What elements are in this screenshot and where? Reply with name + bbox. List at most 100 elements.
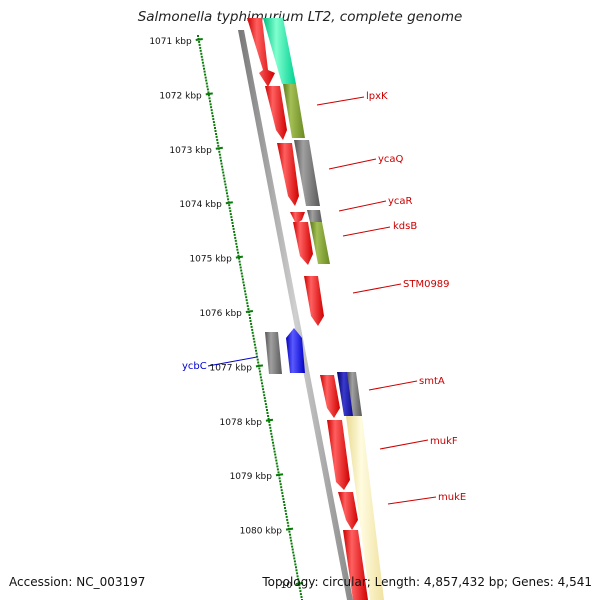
ruler-dot bbox=[241, 278, 244, 281]
ruler-dot bbox=[285, 512, 288, 515]
ruler-dot bbox=[239, 266, 242, 269]
ruler-dot bbox=[292, 551, 295, 554]
ruler-dot bbox=[209, 100, 211, 103]
ruler-dot bbox=[229, 210, 232, 213]
gene-label-ycbC[interactable]: ycbC bbox=[182, 361, 207, 372]
ruler-dot bbox=[261, 382, 263, 385]
gene-arrow[interactable] bbox=[290, 212, 305, 224]
ruler-tick bbox=[215, 146, 223, 150]
ruler-label: 1071 kbp bbox=[149, 37, 192, 47]
ruler-dot bbox=[218, 150, 221, 153]
ruler-dot bbox=[207, 91, 210, 94]
ruler-dot bbox=[257, 361, 260, 364]
ruler-dot bbox=[234, 236, 237, 239]
gene-arrow[interactable] bbox=[247, 18, 275, 87]
ruler-dot bbox=[283, 504, 286, 506]
ruler-dot bbox=[271, 438, 274, 441]
ruler-dot bbox=[225, 189, 228, 192]
ruler-dot bbox=[210, 109, 213, 112]
gene-label-STM0989[interactable]: STM0989 bbox=[403, 279, 450, 290]
ruler-dot bbox=[212, 121, 215, 124]
ruler-dot bbox=[296, 572, 299, 575]
ruler-dot bbox=[199, 49, 202, 52]
ruler-dot bbox=[245, 299, 248, 302]
gene-arrow[interactable] bbox=[338, 492, 358, 530]
ruler-dot bbox=[248, 314, 251, 316]
gene-label-ycaQ[interactable]: ycaQ bbox=[378, 154, 404, 165]
ruler-dot bbox=[201, 61, 204, 64]
gene-label-mukE[interactable]: mukE bbox=[438, 492, 466, 503]
ruler-dot bbox=[222, 171, 225, 174]
ruler-dot bbox=[228, 204, 231, 207]
ruler-dot bbox=[218, 153, 221, 156]
ruler-dot bbox=[259, 373, 262, 376]
ruler-dot bbox=[246, 302, 249, 305]
ruler-dot bbox=[200, 52, 203, 55]
ruler-dot bbox=[205, 82, 208, 85]
cog-track-reverse bbox=[263, 18, 384, 600]
cog-block bbox=[347, 372, 362, 416]
gene-arrow[interactable] bbox=[277, 143, 299, 206]
ruler-dot bbox=[211, 115, 214, 118]
gene-label-ycaR[interactable]: ycaR bbox=[388, 196, 413, 207]
ruler-tick bbox=[205, 92, 213, 96]
ruler-dot bbox=[243, 287, 246, 290]
ruler-dot bbox=[267, 417, 270, 420]
ruler-dot bbox=[284, 509, 287, 512]
ruler-dot bbox=[210, 106, 213, 109]
ruler-dot bbox=[238, 257, 241, 260]
ruler-dot bbox=[281, 492, 284, 495]
ruler-dot bbox=[240, 272, 243, 275]
ruler-tick bbox=[245, 310, 254, 313]
ruler-dot bbox=[237, 251, 239, 254]
ruler-dot bbox=[236, 248, 239, 251]
ruler-dot bbox=[240, 269, 243, 272]
ruler-dot bbox=[223, 177, 226, 180]
cds-track-reverse[interactable] bbox=[247, 18, 368, 600]
ruler-tick bbox=[265, 418, 274, 422]
ruler-dot bbox=[229, 213, 232, 216]
ruler-dot bbox=[221, 168, 224, 171]
ruler-dot bbox=[269, 426, 272, 429]
gene-label-lpxK[interactable]: lpxK bbox=[366, 91, 388, 102]
cog-track-forward bbox=[265, 332, 282, 374]
ruler-dot bbox=[270, 435, 273, 438]
ruler-dot bbox=[279, 480, 282, 483]
gene-arrow[interactable] bbox=[327, 420, 350, 490]
ruler-dot bbox=[276, 468, 279, 471]
ruler-dot bbox=[296, 575, 299, 578]
gene-arrow[interactable] bbox=[293, 222, 313, 265]
ruler-dot bbox=[281, 495, 284, 498]
ruler-dot bbox=[278, 477, 281, 480]
gene-arrow[interactable] bbox=[320, 375, 340, 418]
gene-arrow[interactable] bbox=[343, 530, 368, 600]
ruler-dot bbox=[287, 524, 290, 527]
ruler-dot bbox=[256, 355, 259, 358]
ruler-dot bbox=[235, 242, 238, 245]
ruler-dot bbox=[273, 447, 276, 450]
cog-block bbox=[294, 140, 320, 206]
gene-label-mukF[interactable]: mukF bbox=[430, 436, 458, 447]
ruler-label: 1074 kbp bbox=[179, 200, 222, 210]
ruler-dot bbox=[293, 560, 296, 563]
ruler-dot bbox=[298, 587, 301, 590]
ruler-dot bbox=[250, 325, 253, 328]
ruler-dot bbox=[255, 352, 258, 355]
ruler-dot bbox=[203, 67, 205, 70]
ruler-dot bbox=[219, 156, 222, 159]
ruler-dot bbox=[297, 578, 300, 581]
gene-label-smtA[interactable]: smtA bbox=[419, 376, 445, 387]
gene-label-kdsB[interactable]: kdsB bbox=[393, 221, 417, 232]
ruler-dot bbox=[202, 64, 205, 67]
ruler-dot bbox=[230, 219, 233, 221]
ruler-dot bbox=[298, 584, 301, 587]
ruler-tick bbox=[225, 201, 233, 205]
ruler-dot bbox=[263, 397, 266, 400]
ruler-dot bbox=[255, 349, 257, 352]
ruler-dot bbox=[269, 429, 272, 432]
gene-ycbC-arrow[interactable] bbox=[286, 328, 305, 373]
gene-arrow[interactable] bbox=[304, 276, 324, 326]
ruler-dot bbox=[214, 130, 217, 132]
ruler-dot bbox=[262, 388, 265, 391]
gene-arrow[interactable] bbox=[265, 86, 287, 140]
